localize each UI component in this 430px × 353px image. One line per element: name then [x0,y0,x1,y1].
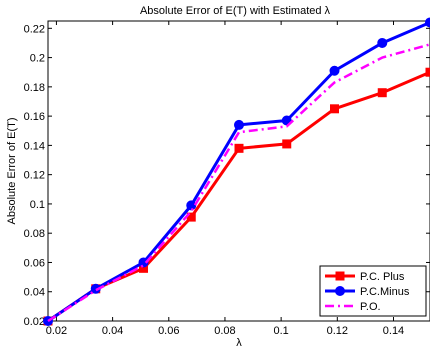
data-point [377,88,387,98]
x-tick-label: 0.04 [102,325,123,337]
y-axis-ticks: 0.02 0.04 0.06 0.08 0.1 0.12 0.14 0.16 0.18 0.2 0.… [24,23,430,328]
x-tick-label: 0.1 [273,325,288,337]
y-tick-label: 0.02 [24,316,45,328]
data-point [234,143,244,153]
y-axis-title: Absolute Error of E(T) [6,118,18,225]
y-tick-label: 0.12 [24,170,45,182]
chart-title: Absolute Error of E(T) with Estimated λ [140,5,331,17]
y-tick-label: 0.06 [24,257,45,269]
x-tick-label: 0.02 [46,325,67,337]
data-point [425,67,430,77]
y-tick-label: 0.18 [24,82,45,94]
data-point [186,200,197,211]
x-axis-title: λ [236,337,242,349]
legend: P.C. Plus P.C.Minus P.O. [319,265,427,317]
data-point [329,65,340,76]
data-point [234,119,244,130]
series-line [47,43,430,323]
legend-marker [335,271,345,281]
y-tick-label: 0.1 [30,199,45,211]
y-tick-label: 0.2 [30,53,45,65]
series-p-c-minus [43,17,430,326]
legend-marker [335,286,345,296]
y-tick-label: 0.08 [24,228,45,240]
y-tick-label: 0.22 [24,23,45,35]
y-tick-label: 0.04 [24,287,45,299]
data-point [377,37,388,48]
data-point [425,17,430,28]
y-tick-label: 0.14 [24,140,45,152]
legend-label: P.C.Minus [360,286,410,298]
x-tick-label: 0.12 [327,325,348,337]
series-layer [43,17,430,326]
legend-label: P.O. [360,301,381,313]
x-tick-label: 0.08 [214,325,235,337]
data-point [330,104,339,114]
data-point [138,257,149,268]
data-point [282,139,292,149]
x-tick-label: 0.06 [158,325,179,337]
x-axis-ticks: 0.02 0.04 0.06 0.08 0.1 0.12 0.14 [46,21,404,337]
series-p-o [47,43,430,323]
x-tick-label: 0.14 [383,325,404,337]
y-tick-label: 0.16 [24,111,45,123]
legend-label: P.C. Plus [360,271,405,283]
